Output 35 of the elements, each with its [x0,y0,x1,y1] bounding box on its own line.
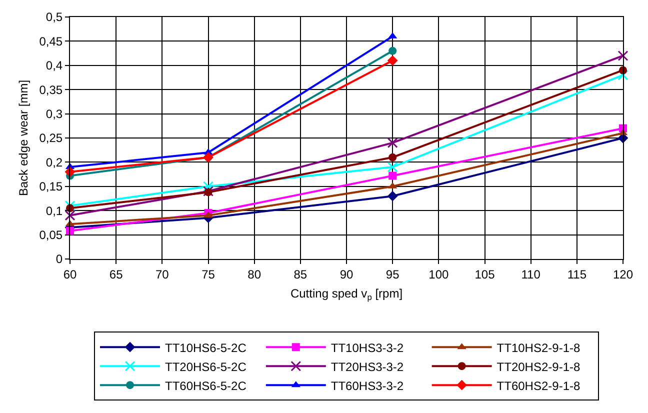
x-tick-label: 70 [155,267,170,282]
legend-label: TT10HS6-5-2C [165,340,247,355]
y-tick-label: 0,2 [46,155,63,170]
x-tick-label: 110 [521,267,541,282]
x-axis-title: Cutting sped v$_{p}$ [rpm] [290,286,403,302]
x-tick-label: 80 [248,267,262,282]
y-tick-label: 0,5 [46,10,63,24]
x-tick-label: 75 [202,267,216,282]
x-tick-label: 105 [474,267,496,282]
y-tick-label: 0,15 [39,180,63,194]
y-axis-title: Back edge wear [mm] [16,80,31,196]
legend-label: TT60HS6-5-2C [165,378,247,393]
y-tick-label: 0,4 [46,58,63,73]
y-tick-label: 0,45 [39,34,63,48]
legend-label: TT20HS2-9-1-8 [496,360,580,374]
y-tick-label: 0,3 [46,107,63,121]
x-tick-label: 115 [567,267,587,282]
x-tick-label: 85 [294,267,308,282]
x-tick-label: 100 [428,267,449,282]
y-tick-label: 0,05 [39,228,63,242]
x-tick-label: 95 [386,267,400,282]
x-tick-label: 65 [109,267,124,282]
x-tick-label: 90 [340,267,354,282]
x-tick-label: 60 [63,267,77,282]
legend-label: TT10HS2-9-1-8 [496,340,580,355]
y-tick-label: 0,25 [39,131,63,146]
y-tick-label: 0,35 [39,82,63,97]
x-tick-label: 120 [612,267,634,282]
legend-label: TT10HS3-3-2 [330,340,404,355]
legend-label: TT60HS2-9-1-8 [496,378,580,393]
legend-label: TT20HS3-3-2 [330,360,404,374]
legend-label: TT60HS3-3-2 [330,378,404,393]
y-tick-label: 0 [56,252,63,266]
legend-label: TT20HS6-5-2C [165,360,247,374]
y-tick-label: 0,1 [46,204,63,218]
